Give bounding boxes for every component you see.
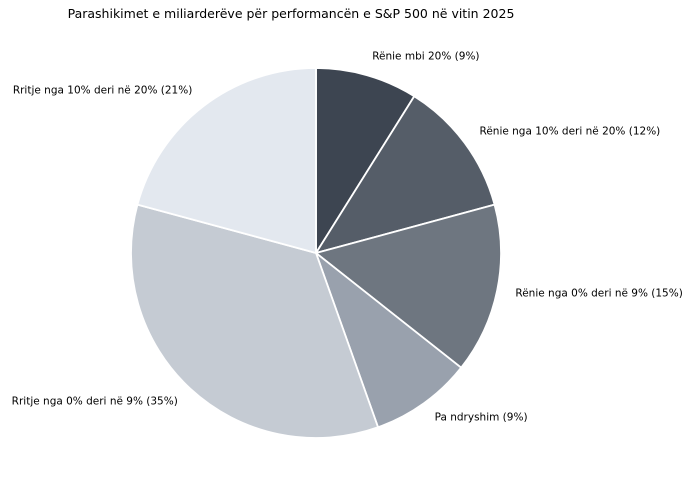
- chart-title: Parashikimet e miliarderëve për performa…: [67, 6, 515, 21]
- slice-label-3: Pa ndryshim (9%): [434, 412, 528, 425]
- slice-label-1: Rënie nga 10% deri në 20% (12%): [479, 125, 661, 138]
- pie-slice-1: [314, 95, 496, 255]
- slice-label-4: Rritje nga 0% deri në 9% (35%): [11, 396, 178, 409]
- slice-label-2: Rënie nga 0% deri në 9% (15%): [515, 287, 683, 300]
- pie-slice-0: [315, 67, 416, 257]
- slice-label-0: Rënie mbi 20% (9%): [372, 51, 480, 64]
- slice-label-5: Rritje nga 10% deri në 20% (21%): [12, 85, 193, 98]
- pie-slice-5: [136, 67, 317, 255]
- pie-slice-2: [314, 203, 502, 369]
- pie-slice-4: [130, 203, 380, 439]
- pie-slice-3: [314, 250, 463, 429]
